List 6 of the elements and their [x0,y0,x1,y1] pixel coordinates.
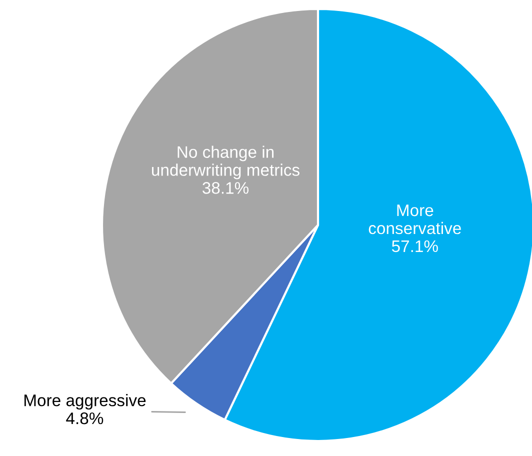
slice-label: No change in underwriting metrics [152,146,300,180]
slice-label: More conservative [368,204,461,234]
data-label: 57.1% [392,240,438,252]
data-label: 38.1% [202,182,249,194]
data-label: 4.8% [66,412,104,424]
slice-label: More aggressive [24,394,146,410]
